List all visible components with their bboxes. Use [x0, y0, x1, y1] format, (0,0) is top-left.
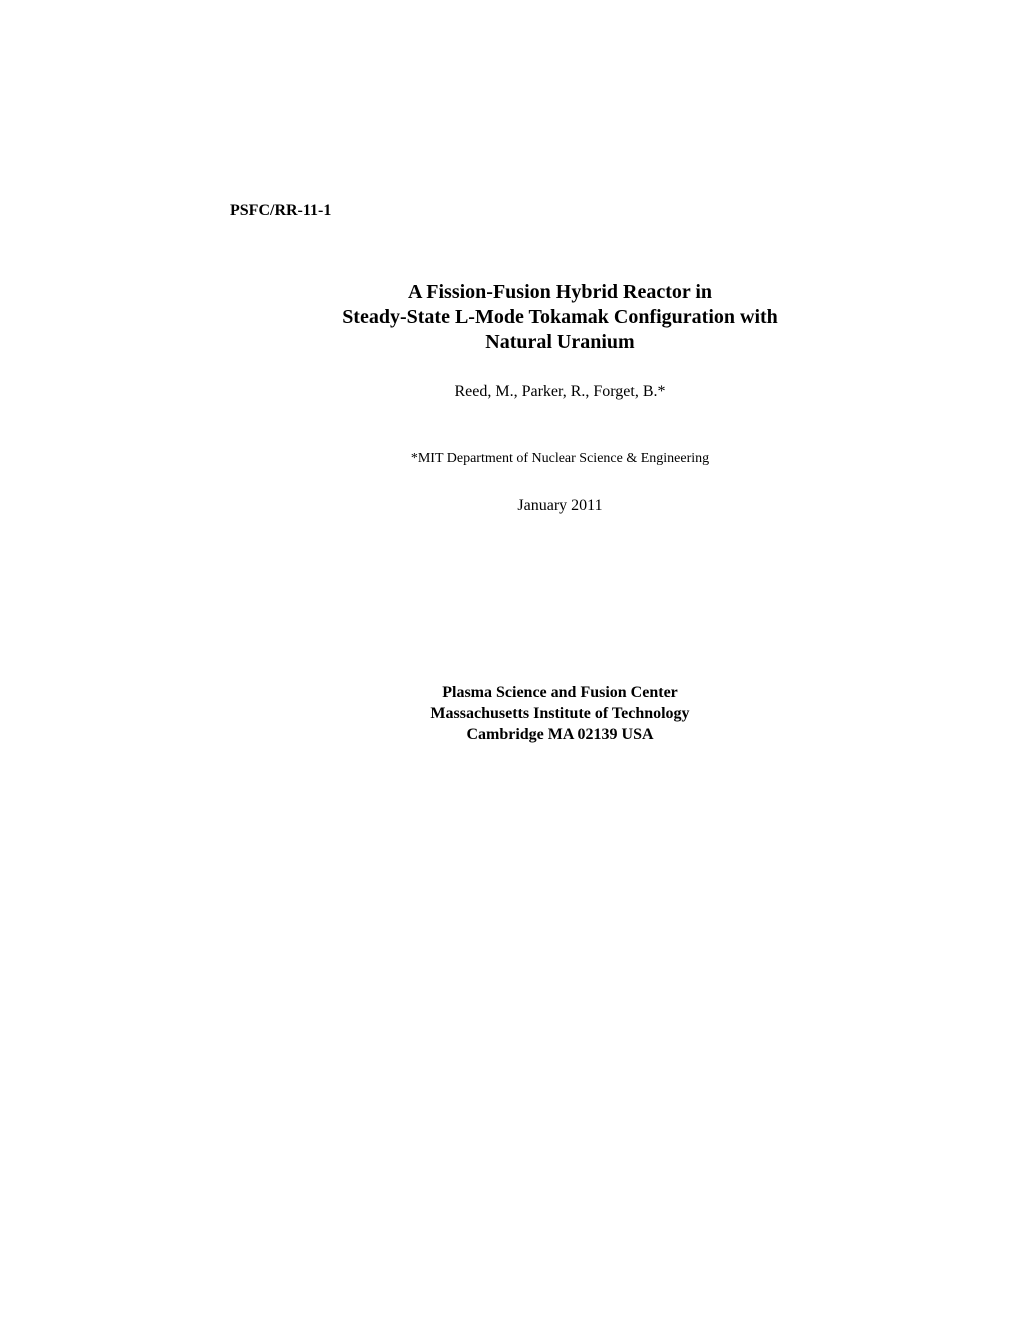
document-page: PSFC/RR-11-1 A Fission-Fusion Hybrid Rea… [0, 0, 1020, 1320]
title-line-2: Steady-State L-Mode Tokamak Configuratio… [230, 305, 890, 330]
title-block: A Fission-Fusion Hybrid Reactor in Stead… [230, 280, 890, 355]
institution-block: Plasma Science and Fusion Center Massach… [230, 683, 890, 745]
affiliation: *MIT Department of Nuclear Science & Eng… [230, 451, 890, 467]
institution-line-3: Cambridge MA 02139 USA [230, 725, 890, 746]
title-line-1: A Fission-Fusion Hybrid Reactor in [230, 280, 890, 305]
title-line-3: Natural Uranium [230, 330, 890, 355]
institution-line-2: Massachusetts Institute of Technology [230, 704, 890, 725]
date: January 2011 [230, 497, 890, 515]
institution-line-1: Plasma Science and Fusion Center [230, 683, 890, 704]
report-number: PSFC/RR-11-1 [230, 202, 890, 220]
authors: Reed, M., Parker, R., Forget, B.* [230, 383, 890, 401]
